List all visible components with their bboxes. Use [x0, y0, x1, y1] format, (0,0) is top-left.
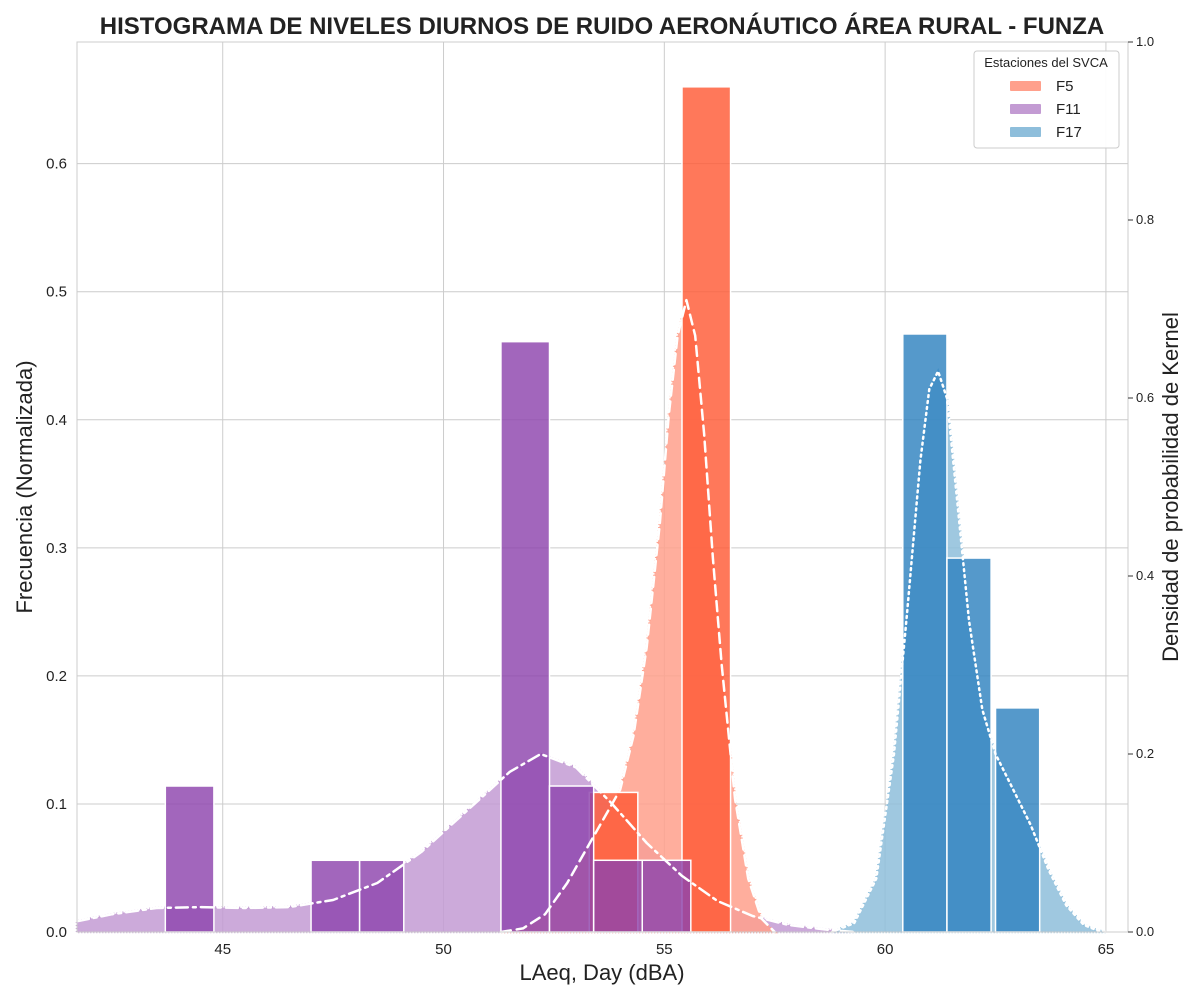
y-tick-label: 0.5 — [46, 284, 67, 301]
right-axis-label: Densidad de probabilidad de Kernel — [1158, 312, 1183, 662]
kde-lines — [75, 298, 1108, 934]
legend-swatch-f17 — [1010, 127, 1041, 137]
x-axis-ticks: 45 50 55 60 65 — [214, 941, 1114, 958]
bar-f11 — [310, 859, 361, 933]
x-tick-label: 50 — [435, 941, 452, 958]
x-tick-label: 45 — [214, 941, 231, 958]
legend-label-f5: F5 — [1056, 78, 1074, 95]
legend: Estaciones del SVCA F5 F11 F17 — [973, 50, 1120, 149]
kde-line-f5 — [499, 298, 776, 934]
right-tick-label: 0.2 — [1136, 746, 1154, 761]
bar-f17 — [994, 707, 1041, 933]
legend-label-f17: F17 — [1056, 124, 1082, 141]
bar-f11 — [548, 785, 595, 933]
y-tick-label: 0.1 — [46, 796, 67, 813]
y-axis-label: Frecuencia (Normalizada) — [12, 360, 37, 613]
right-tick-label: 0.4 — [1136, 568, 1154, 583]
bar-f11 — [358, 859, 405, 933]
x-tick-label: 65 — [1098, 941, 1115, 958]
y-tick-label: 0.2 — [46, 668, 67, 685]
legend-title: Estaciones del SVCA — [984, 55, 1108, 70]
kde-line-f17 — [830, 370, 1108, 934]
x-tick-label: 55 — [656, 941, 673, 958]
y-axis-ticks: 0.0 0.1 0.2 0.3 0.4 0.5 0.6 — [46, 156, 67, 941]
y-tick-label: 0.0 — [46, 924, 67, 941]
legend-swatch-f11 — [1010, 104, 1041, 114]
bar-f11 — [592, 859, 643, 933]
legend-swatch-f5 — [1010, 81, 1041, 91]
bar-f5 — [681, 86, 732, 933]
right-tick-label: 1.0 — [1136, 34, 1154, 49]
x-axis-label: LAeq, Day (dBA) — [519, 960, 684, 985]
legend-items: F5 F11 F17 — [1010, 78, 1082, 141]
bar-f17 — [946, 557, 992, 933]
plot-area — [75, 41, 1129, 934]
histogram-bars — [164, 86, 1041, 933]
right-tick-label: 0.0 — [1136, 924, 1154, 939]
right-tick-label: 0.8 — [1136, 212, 1154, 227]
y-tick-label: 0.6 — [46, 156, 67, 173]
x-tick-label: 60 — [877, 941, 894, 958]
legend-label-f11: F11 — [1056, 101, 1081, 118]
legend-box — [973, 50, 1120, 149]
right-axis-ticks: 0.0 0.2 0.4 0.6 0.8 1.0 — [1128, 34, 1154, 939]
bar-f11 — [164, 785, 215, 933]
plot-frame — [76, 41, 1129, 933]
chart-title: HISTOGRAMA DE NIVELES DIURNOS DE RUIDO A… — [100, 12, 1104, 40]
right-tick-label: 0.6 — [1136, 390, 1154, 405]
kde-line-f11 — [75, 752, 856, 934]
bar-f11 — [641, 859, 692, 933]
bar-f11 — [500, 340, 551, 933]
y-tick-label: 0.3 — [46, 540, 67, 557]
y-tick-label: 0.4 — [46, 412, 67, 429]
